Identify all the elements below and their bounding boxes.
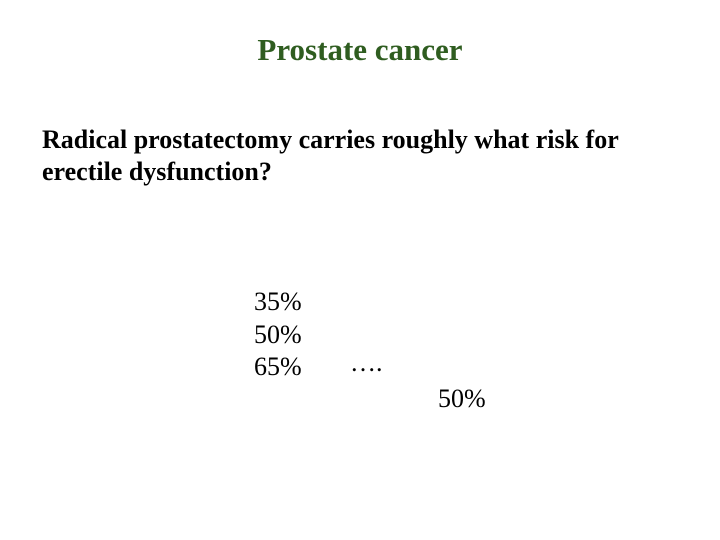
question-text: Radical prostatectomy carries roughly wh… (42, 124, 678, 187)
option-1: 35% (254, 286, 302, 319)
slide: Prostate cancer Radical prostatectomy ca… (0, 0, 720, 540)
option-2: 50% (254, 319, 302, 352)
ellipsis: …. (350, 348, 383, 378)
slide-title: Prostate cancer (0, 32, 720, 68)
option-3: 65% (254, 351, 302, 384)
answer-options: 35% 50% 65% (254, 286, 302, 384)
answer-value: 50% (438, 384, 486, 414)
